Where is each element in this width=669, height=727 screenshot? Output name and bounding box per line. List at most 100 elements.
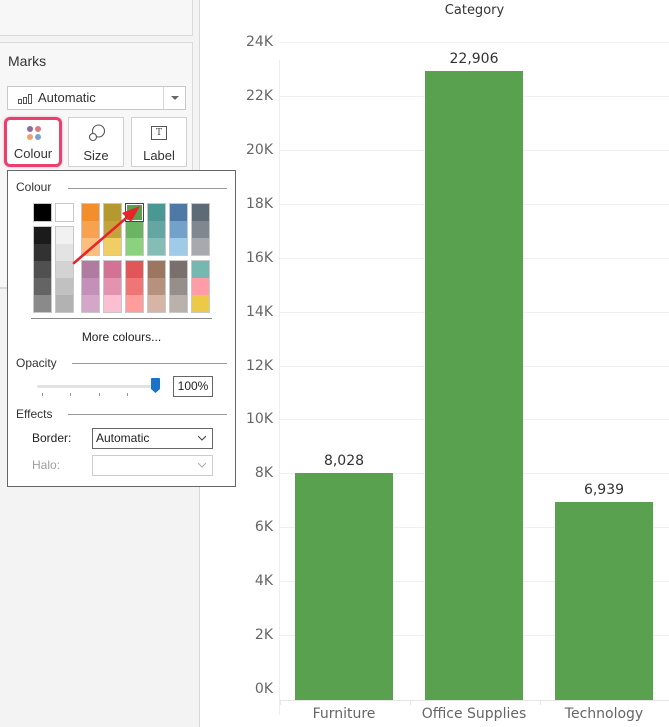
colour-swatch[interactable] xyxy=(82,278,99,295)
y-axis-tick-label: 4K xyxy=(254,573,273,589)
size-button[interactable]: Size xyxy=(68,117,124,167)
colour-swatch[interactable] xyxy=(34,261,51,278)
gridline xyxy=(280,42,669,43)
halo-select[interactable] xyxy=(92,455,213,476)
more-colours-link[interactable]: More colours... xyxy=(81,330,162,344)
swatch-column xyxy=(81,260,100,313)
colour-swatch[interactable] xyxy=(170,221,187,238)
colour-swatch[interactable] xyxy=(148,238,165,255)
colour-swatch[interactable] xyxy=(170,204,187,221)
y-axis-tick-label: 6K xyxy=(254,519,273,535)
colour-swatch[interactable] xyxy=(104,204,121,221)
colour-swatch[interactable] xyxy=(104,295,121,312)
panel-divider xyxy=(0,288,7,289)
colour-swatch[interactable] xyxy=(56,227,73,244)
bar-office-supplies[interactable] xyxy=(425,71,523,700)
colour-swatch[interactable] xyxy=(148,295,165,312)
opacity-section-title: Opacity xyxy=(16,356,57,370)
colour-swatch[interactable] xyxy=(56,244,73,261)
section-divider xyxy=(68,414,227,415)
colour-swatch[interactable] xyxy=(148,278,165,295)
colour-swatch[interactable] xyxy=(104,278,121,295)
swatch-column xyxy=(55,226,74,313)
x-axis-category-label[interactable]: Office Supplies xyxy=(421,706,527,722)
y-axis-tick-label: 0K xyxy=(254,681,273,697)
colour-swatch[interactable] xyxy=(126,221,143,238)
chevron-down-icon xyxy=(198,462,206,468)
border-select[interactable]: Automatic xyxy=(92,428,213,449)
colour-swatch[interactable] xyxy=(34,244,51,261)
y-axis-tick-label: 8K xyxy=(254,465,273,481)
swatch-column xyxy=(147,203,166,256)
colour-swatch[interactable] xyxy=(34,278,51,295)
colour-button[interactable]: Colour xyxy=(4,117,62,167)
size-button-label: Size xyxy=(83,148,109,163)
bar-furniture[interactable] xyxy=(295,473,393,700)
colour-swatch[interactable] xyxy=(170,238,187,255)
swatch-column xyxy=(81,203,100,256)
colour-swatch[interactable] xyxy=(34,295,51,312)
selected-swatch-indicator xyxy=(125,203,144,222)
bar-value-label: 6,939 xyxy=(583,482,625,498)
label-button[interactable]: T Label xyxy=(131,117,187,167)
colour-swatch[interactable] xyxy=(126,278,143,295)
colour-swatch[interactable] xyxy=(192,261,209,278)
swatch-column xyxy=(147,260,166,313)
colour-swatch[interactable] xyxy=(192,204,209,221)
colour-swatch[interactable] xyxy=(104,238,121,255)
slider-tick xyxy=(70,393,71,396)
colour-swatch[interactable] xyxy=(192,278,209,295)
colour-swatch[interactable] xyxy=(126,295,143,312)
colour-swatch[interactable] xyxy=(148,261,165,278)
colour-swatch[interactable] xyxy=(82,221,99,238)
colour-swatch[interactable] xyxy=(104,261,121,278)
colour-swatch[interactable] xyxy=(55,203,74,222)
colour-swatch[interactable] xyxy=(56,295,73,312)
colour-swatch[interactable] xyxy=(82,295,99,312)
opacity-input[interactable]: 100% xyxy=(173,376,213,397)
colour-swatch[interactable] xyxy=(56,278,73,295)
swatch-column xyxy=(103,203,122,256)
mark-type-value: Automatic xyxy=(38,90,96,105)
colour-swatch[interactable] xyxy=(192,238,209,255)
dropdown-arrow-icon[interactable] xyxy=(163,87,185,109)
colour-dots-icon xyxy=(27,126,41,140)
y-axis-tick-label: 16K xyxy=(246,250,273,266)
swatch-column xyxy=(169,260,188,313)
opacity-slider-thumb[interactable] xyxy=(151,378,160,393)
section-divider xyxy=(72,363,227,364)
colour-swatch[interactable] xyxy=(82,204,99,221)
colour-swatch[interactable] xyxy=(82,261,99,278)
x-axis-category-label[interactable]: Furniture xyxy=(312,706,376,722)
y-axis-tick-label: 18K xyxy=(246,196,273,212)
chevron-down-icon xyxy=(198,435,206,441)
x-axis-tick xyxy=(540,700,541,705)
colour-swatch[interactable] xyxy=(104,221,121,238)
bar-chart: Category 0K 2K 4K 6K 8K 10K 12K 14K 16K 18K 20K 22K… xyxy=(200,0,669,727)
swatch-column xyxy=(169,203,188,256)
colour-swatch[interactable] xyxy=(170,278,187,295)
x-axis-category-label[interactable]: Technology xyxy=(564,706,644,722)
colour-swatch[interactable] xyxy=(126,238,143,255)
swatch-column xyxy=(191,203,210,256)
bar-technology[interactable] xyxy=(555,502,653,700)
colour-swatch[interactable] xyxy=(170,261,187,278)
swatch-column xyxy=(191,260,210,313)
colour-swatch[interactable] xyxy=(56,261,73,278)
colour-swatch[interactable] xyxy=(34,227,51,244)
mark-type-dropdown[interactable]: Automatic xyxy=(7,86,186,110)
colour-swatch[interactable] xyxy=(192,295,209,312)
opacity-slider[interactable] xyxy=(37,385,152,388)
x-axis-tick xyxy=(280,700,281,705)
colour-swatch[interactable] xyxy=(170,295,187,312)
colour-swatch[interactable] xyxy=(148,204,165,221)
colour-swatch[interactable] xyxy=(82,238,99,255)
marks-title: Marks xyxy=(8,53,47,69)
colour-swatch[interactable] xyxy=(126,261,143,278)
y-axis-tick-label: 10K xyxy=(246,411,273,427)
colour-swatch[interactable] xyxy=(192,221,209,238)
colour-swatch[interactable] xyxy=(148,221,165,238)
colour-swatch[interactable] xyxy=(33,203,52,222)
swatch-column xyxy=(103,260,122,313)
x-axis-line xyxy=(279,700,669,701)
